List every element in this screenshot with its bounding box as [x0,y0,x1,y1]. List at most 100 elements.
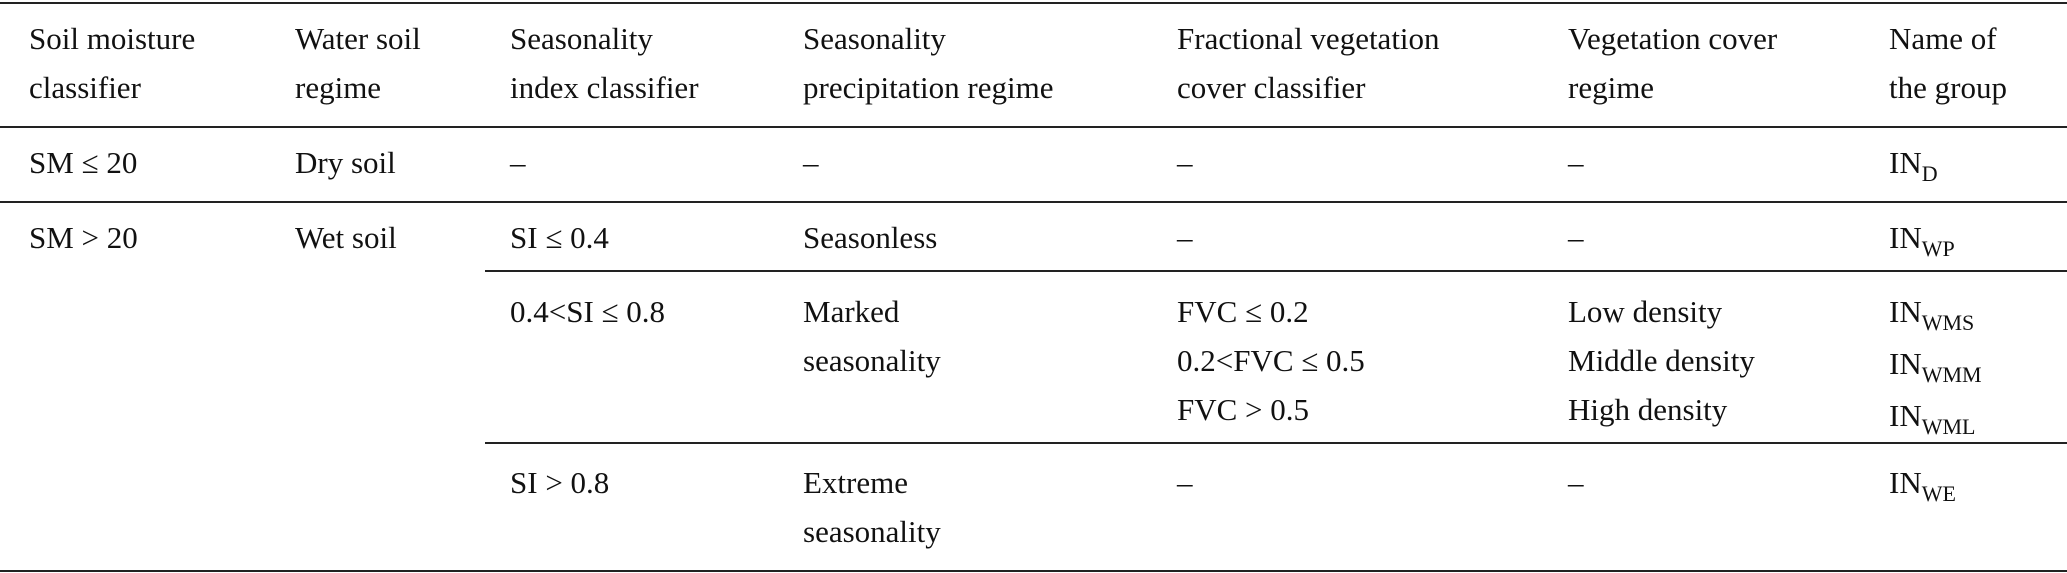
group-subscript: WE [1921,481,1956,506]
body-cell: – [510,138,526,187]
group-base: IN [1889,346,1922,381]
cell-line: Extreme [803,458,941,507]
header-line: Water soil [295,14,421,63]
header-cell: Water soil regime [295,14,421,112]
body-cell: INWMS INWMM INWML [1889,287,1982,443]
body-cell: – [1568,458,1584,507]
header-cell: Soil moisture classifier [29,14,195,112]
group-subscript: D [1921,161,1938,186]
header-line: Seasonality [510,14,699,63]
header-rule [0,126,2067,128]
cell-text: FVC > 0.5 [1177,392,1310,427]
cell-line: Middle density [1568,336,1755,385]
row-rule [485,270,2067,272]
cell-line: INWMS [1889,287,1982,339]
top-rule [0,2,2067,4]
header-line: Seasonality [803,14,1053,63]
header-text: regime [295,70,382,105]
header-line: regime [1568,63,1777,112]
cell-line: Marked [803,287,941,336]
cell-text: – [803,145,819,180]
body-cell: SI > 0.8 [510,458,609,507]
header-line: Fractional vegetation [1177,14,1440,63]
header-line: index classifier [510,63,699,112]
header-text: Water soil [295,21,421,56]
header-line: classifier [29,63,195,112]
header-text: the group [1889,70,2007,105]
row-rule [485,442,2067,444]
body-cell: Marked seasonality [803,287,941,385]
cell-text: FVC ≤ 0.2 [1177,294,1309,329]
header-cell: Seasonality index classifier [510,14,699,112]
group-base: IN [1889,398,1922,433]
body-cell: SI ≤ 0.4 [510,213,609,262]
cell-text: seasonality [803,514,941,549]
cell-text: Middle density [1568,343,1755,378]
group-subscript: WML [1921,414,1976,439]
cell-text: SI ≤ 0.4 [510,220,609,255]
header-text: Name of [1889,21,1997,56]
header-text: precipitation regime [803,70,1054,105]
body-cell: – [1177,213,1193,262]
cell-text: 0.4<SI ≤ 0.8 [510,294,666,329]
cell-line: FVC > 0.5 [1177,385,1365,434]
header-line: Vegetation cover [1568,14,1777,63]
header-text: index classifier [510,70,699,105]
body-cell: – [1177,138,1193,187]
cell-line: 0.2<FVC ≤ 0.5 [1177,336,1365,385]
cell-text: – [1177,145,1193,180]
body-cell: – [1568,213,1584,262]
cell-text: SI > 0.8 [510,465,610,500]
cell-line: FVC ≤ 0.2 [1177,287,1365,336]
cell-text: Marked [803,294,900,329]
cell-text: Low density [1568,294,1723,329]
row-rule [0,201,2067,203]
group-subscript: WMS [1921,310,1975,335]
cell-text: Extreme [803,465,909,500]
cell-line: INWMM [1889,339,1982,391]
body-cell: – [803,138,819,187]
header-cell: Fractional vegetation cover classifier [1177,14,1440,112]
header-text: Soil moisture [29,21,196,56]
body-cell: IND [1889,138,1938,190]
header-line: cover classifier [1177,63,1440,112]
body-cell: – [1568,138,1584,187]
cell-text: – [1177,220,1193,255]
cell-text: – [1568,145,1584,180]
header-cell: Seasonality precipitation regime [803,14,1053,112]
header-text: Seasonality [803,21,946,56]
cell-text: 0.2<FVC ≤ 0.5 [1177,343,1365,378]
group-base: IN [1889,145,1922,180]
group-subscript: WMM [1921,362,1982,387]
bottom-rule [0,570,2067,572]
header-cell: Name of the group [1889,14,2007,112]
cell-text: SM > 20 [29,220,138,255]
body-cell: SM > 20 [29,213,138,262]
body-cell: 0.4<SI ≤ 0.8 [510,287,665,336]
cell-text: High density [1568,392,1728,427]
header-text: regime [1568,70,1655,105]
header-line: Name of [1889,14,2007,63]
cell-line: seasonality [803,507,941,556]
cell-text: Wet soil [295,220,397,255]
header-text: Fractional vegetation [1177,21,1440,56]
body-cell: Seasonless [803,213,937,262]
cell-text: – [1568,465,1584,500]
cell-line: INWML [1889,391,1982,443]
header-line: regime [295,63,421,112]
cell-text: seasonality [803,343,941,378]
cell-text: Seasonless [803,220,938,255]
body-cell: Low density Middle density High density [1568,287,1755,434]
header-text: cover classifier [1177,70,1366,105]
cell-text: – [1177,465,1193,500]
cell-line: Low density [1568,287,1755,336]
header-line: the group [1889,63,2007,112]
header-text: Vegetation cover [1568,21,1778,56]
body-cell: Wet soil [295,213,397,262]
group-base: IN [1889,294,1922,329]
header-cell: Vegetation cover regime [1568,14,1777,112]
cell-line: seasonality [803,336,941,385]
header-text: classifier [29,70,141,105]
header-text: Seasonality [510,21,653,56]
